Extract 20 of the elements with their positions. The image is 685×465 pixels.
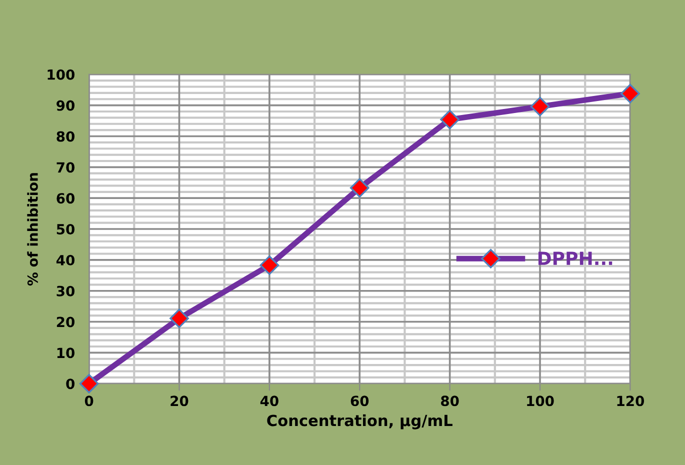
x-tick-label: 100	[527, 396, 554, 406]
y-tick-label: 20	[56, 316, 74, 328]
y-tick-label: 30	[56, 286, 74, 296]
x-tick-label: 60	[350, 396, 369, 406]
y-tick-label: 0	[66, 378, 74, 390]
y-tick-label: 70	[56, 162, 74, 173]
x-tick-label: 20	[170, 396, 188, 406]
y-tick-label: 80	[56, 131, 74, 142]
y-tick-label: 100	[48, 69, 74, 80]
x-tick-label: 0	[84, 396, 94, 406]
y-tick-label: 50	[56, 224, 74, 234]
x-tick-label: 120	[617, 396, 644, 406]
y-tick-label: 40	[56, 254, 74, 266]
y-tick-label: 60	[56, 193, 74, 204]
y-axis-title: % of inhibition	[27, 173, 38, 286]
y-tick-label: 90	[56, 100, 74, 111]
x-tick-label: 80	[441, 396, 459, 406]
x-axis-title: Concentration, µg/mL	[267, 414, 452, 430]
y-tick-label: 10	[57, 348, 74, 358]
x-tick-label: 40	[260, 396, 278, 406]
